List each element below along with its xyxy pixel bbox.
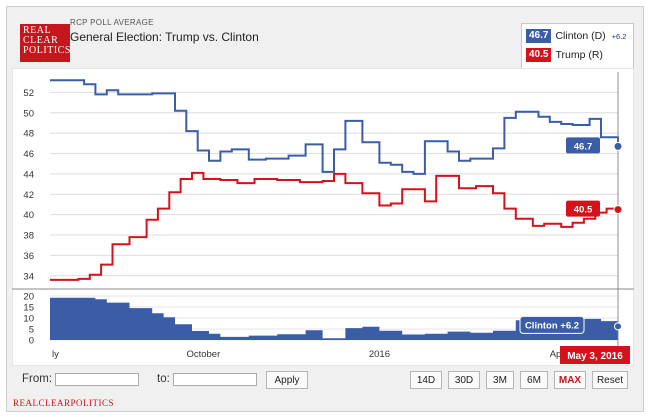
clinton-end-marker <box>613 141 623 151</box>
spread-end-marker <box>614 322 622 331</box>
clinton-spread: +6.2 <box>611 31 627 41</box>
footer-brand: REALCLEARPOLITICS <box>13 398 115 408</box>
trump-end-marker <box>613 205 623 215</box>
logo-line-1: REAL <box>23 25 52 36</box>
to-date-input[interactable] <box>173 373 257 386</box>
chart-title: General Election: Trump vs. Clinton <box>70 30 259 44</box>
clinton-series-line <box>50 79 619 175</box>
y-tick-label: 48 <box>23 129 34 140</box>
rcp-logo: REAL CLEAR POLITICS <box>20 24 70 62</box>
crosshair-date-label: May 3, 2016 <box>567 351 623 362</box>
spread-label-bg <box>519 315 585 334</box>
x-tick-label: Ap <box>550 349 562 360</box>
trump-legend-label: Trump (R) <box>555 49 603 61</box>
legend-box: 46.7 Clinton (D) +6.2 40.5 Trump (R) <box>521 23 634 69</box>
y-tick-label: 40 <box>23 210 34 221</box>
range-6m-button[interactable]: 6M <box>520 371 548 389</box>
clinton-value-badge: 46.7 <box>526 29 552 43</box>
spread-y-tick-label: 20 <box>23 292 34 303</box>
x-tick-label: ly <box>52 349 59 360</box>
trump-end-label: 40.5 <box>574 205 593 216</box>
spread-y-tick-label: 0 <box>29 336 34 347</box>
date-label-bg <box>560 346 630 364</box>
trump-series-line <box>50 171 619 281</box>
apply-button[interactable]: Apply <box>266 371 308 389</box>
range-14d-button[interactable]: 14D <box>410 371 442 389</box>
logo-line-3: POLITICS <box>23 45 71 56</box>
range-max-button[interactable]: MAX <box>554 371 586 389</box>
spread-annotation: Clinton +6.2 <box>525 320 579 331</box>
spread-y-tick-label: 5 <box>29 325 34 336</box>
to-label: to: <box>157 373 170 385</box>
clinton-legend-label: Clinton (D) <box>555 30 606 42</box>
range-controls: From: to: Apply 14D 30D 3M 6M MAX Reset <box>12 366 634 394</box>
y-tick-label: 44 <box>23 169 34 180</box>
logo-line-2: CLEAR <box>23 35 59 46</box>
reset-button[interactable]: Reset <box>592 371 628 389</box>
clinton-end-label: 46.7 <box>574 141 593 152</box>
y-tick-label: 38 <box>23 231 34 242</box>
from-label: From: <box>22 373 53 385</box>
y-tick-label: 52 <box>23 88 34 99</box>
y-tick-label: 36 <box>23 251 34 262</box>
spread-area <box>50 297 618 340</box>
legend-item-clinton[interactable]: 46.7 Clinton (D) +6.2 <box>526 29 626 43</box>
range-30d-button[interactable]: 30D <box>448 371 480 389</box>
from-date-input[interactable] <box>55 373 139 386</box>
x-tick-label: 2016 <box>369 349 390 360</box>
spread-y-tick-label: 10 <box>23 314 34 325</box>
y-tick-label: 34 <box>23 271 34 282</box>
range-3m-button[interactable]: 3M <box>486 371 514 389</box>
trump-end-label-bg <box>566 200 600 217</box>
trump-value-badge: 40.5 <box>526 48 552 62</box>
y-tick-label: 46 <box>23 149 34 160</box>
x-tick-label: October <box>186 349 220 360</box>
spread-y-tick-label: 15 <box>23 303 34 314</box>
y-tick-label: 42 <box>23 190 34 201</box>
clinton-end-label-bg <box>566 137 600 154</box>
chart-subtitle: RCP POLL AVERAGE <box>70 18 154 27</box>
legend-item-trump[interactable]: 40.5 Trump (R) <box>526 48 603 62</box>
y-tick-label: 50 <box>23 108 34 119</box>
